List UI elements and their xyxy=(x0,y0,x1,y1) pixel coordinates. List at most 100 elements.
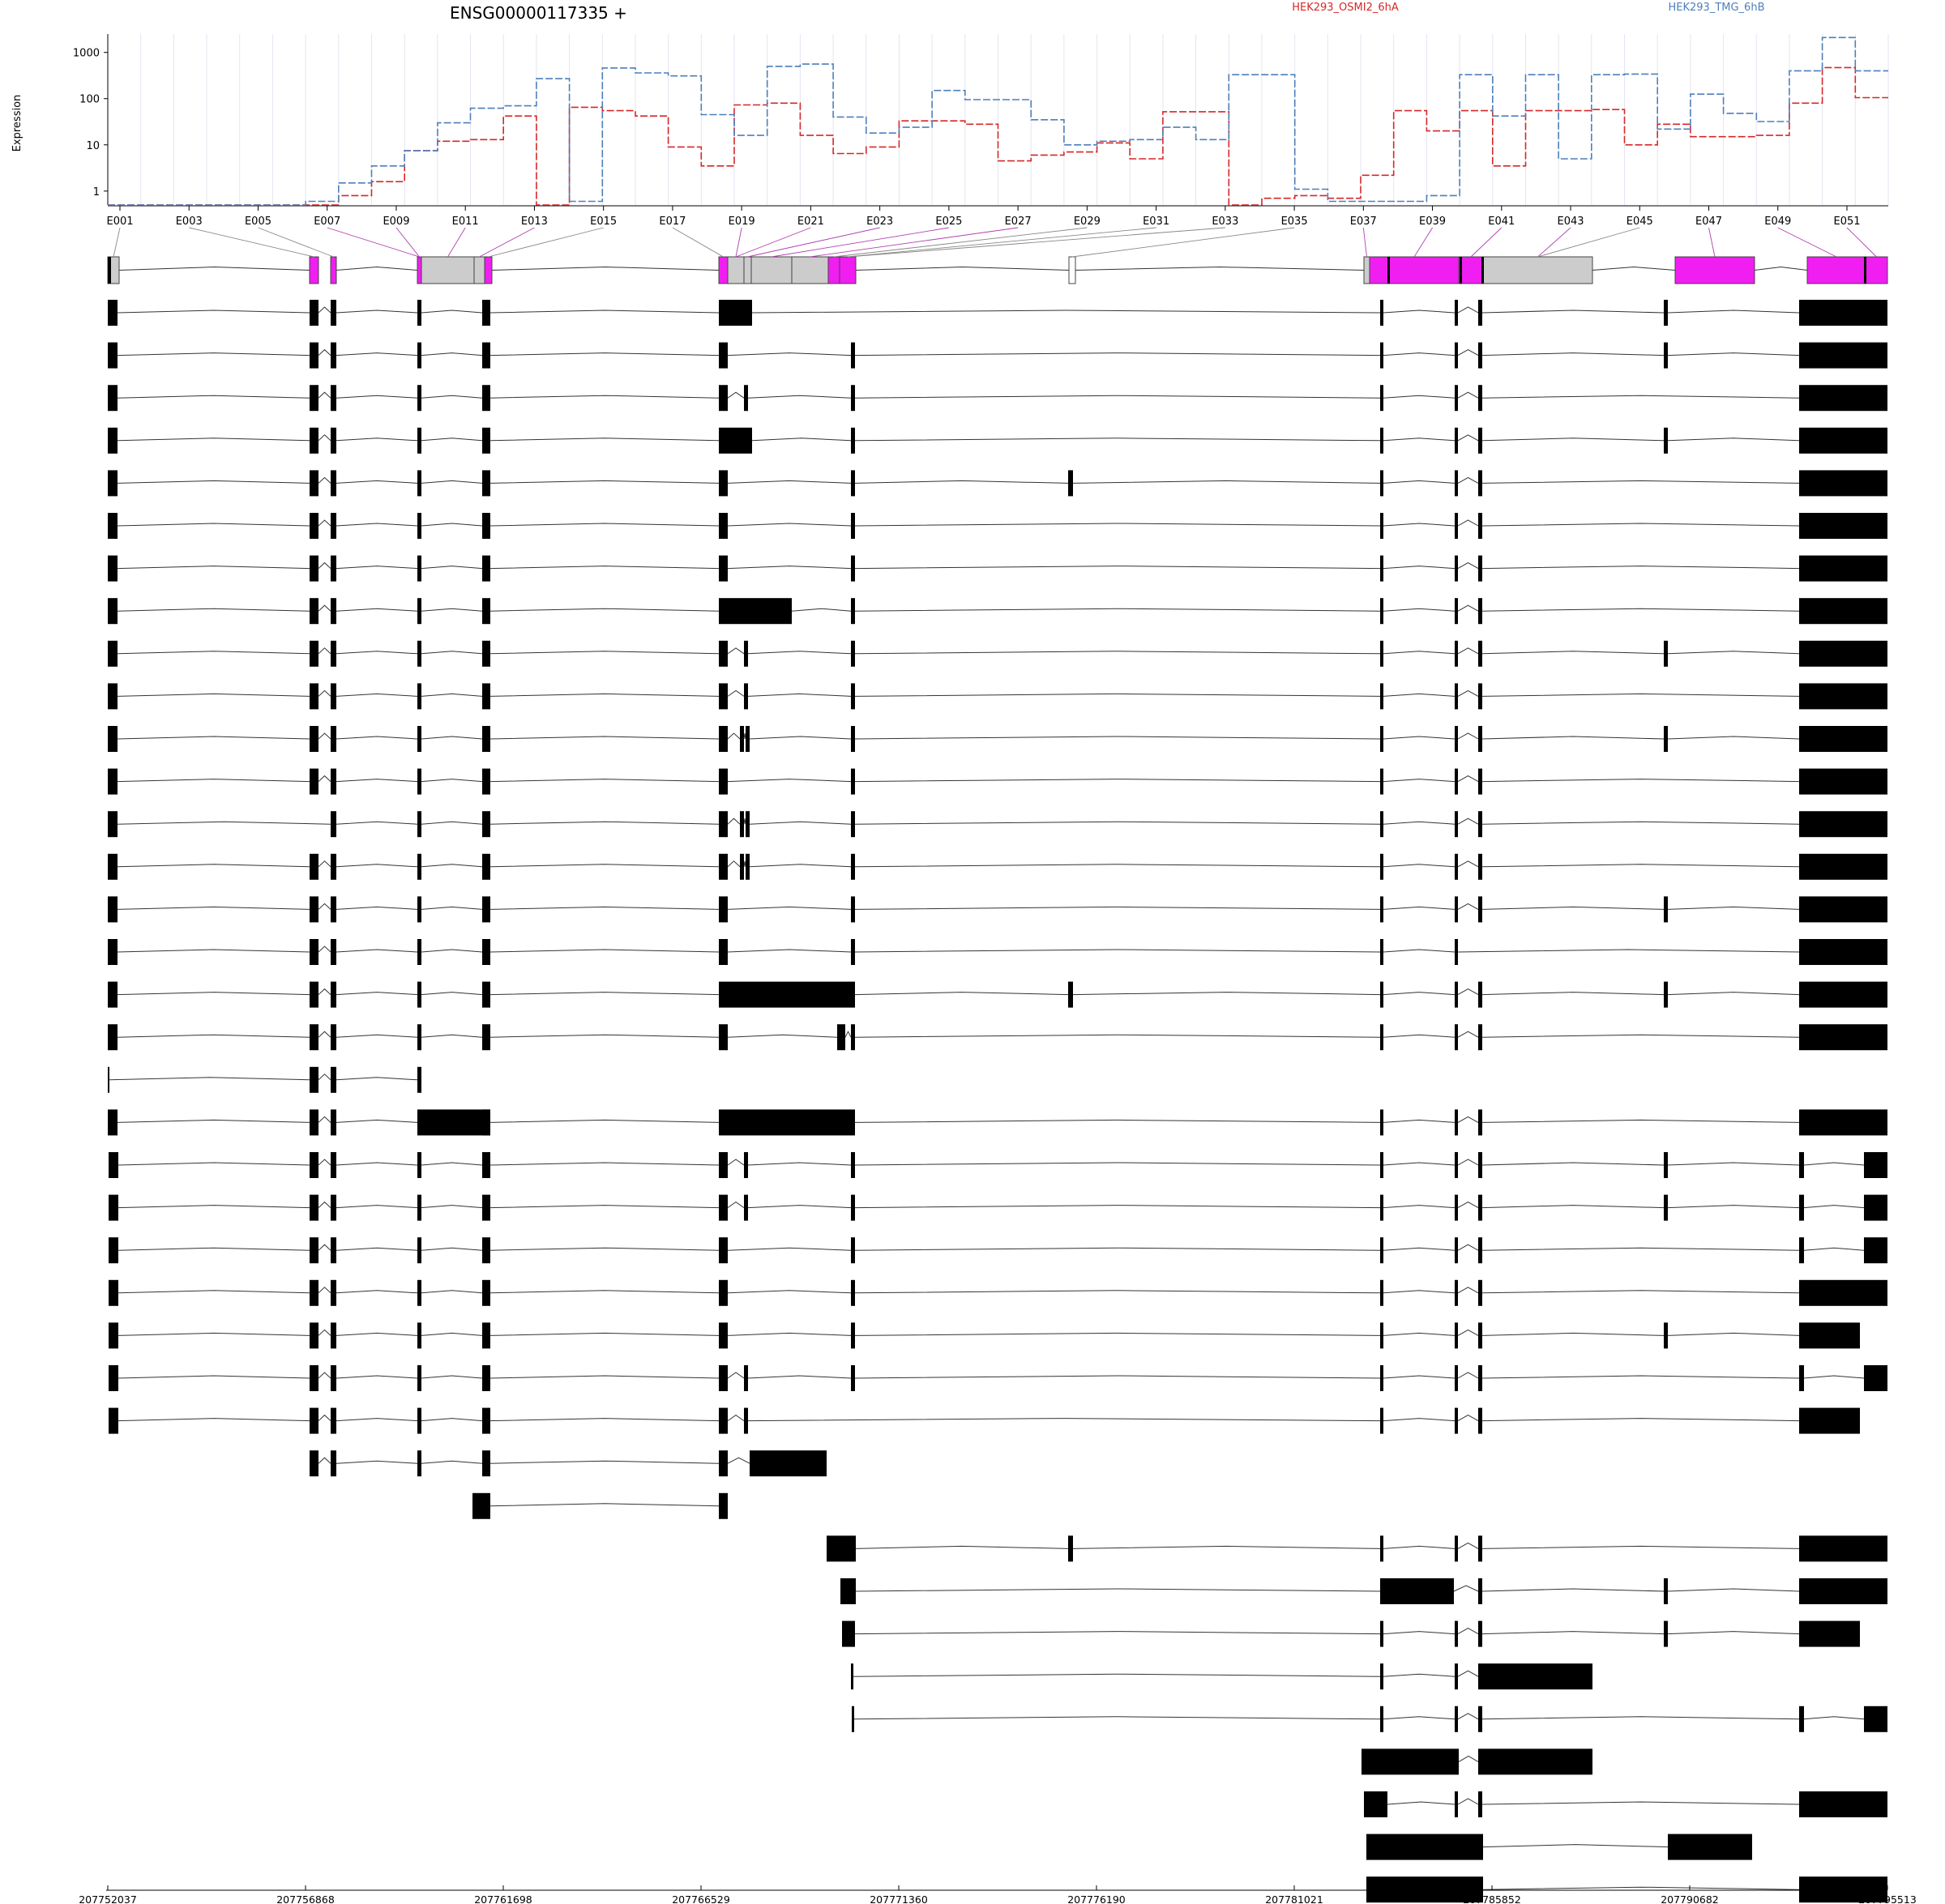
transcript-exon xyxy=(417,1024,421,1051)
transcript-intron xyxy=(489,821,720,825)
transcript-exon xyxy=(108,726,118,752)
transcript-row xyxy=(109,1194,1887,1221)
transcript-exon xyxy=(1478,811,1482,838)
transcript-intron xyxy=(853,1716,1381,1720)
transcript-exon xyxy=(1478,385,1482,412)
transcript-exon xyxy=(331,683,336,710)
transcript-exon xyxy=(417,1450,421,1477)
transcript-exon xyxy=(310,1407,318,1434)
transcript-intron xyxy=(1481,1588,1665,1592)
transcript-intron xyxy=(489,608,720,612)
transcript-exon xyxy=(331,470,336,497)
transcript-intron xyxy=(1457,604,1479,612)
transcript-exon xyxy=(331,1066,336,1093)
transcript-intron xyxy=(1667,1205,1800,1209)
transcript-exon xyxy=(310,726,318,752)
transcript-intron xyxy=(318,1074,331,1081)
transcript-row xyxy=(108,470,1887,497)
y-tick-label: 1000 xyxy=(73,48,100,60)
transcript-exon xyxy=(482,896,490,923)
transcript-exon xyxy=(417,939,421,965)
transcript-intron xyxy=(336,1418,418,1422)
transcript-intron xyxy=(336,779,418,783)
exon-link-line xyxy=(747,227,880,258)
transcript-intron xyxy=(117,310,310,314)
transcript-intron xyxy=(336,1375,418,1379)
exon-tick-label: E027 xyxy=(1005,216,1032,228)
transcript-exon xyxy=(1478,1663,1592,1690)
transcript-exon xyxy=(1478,470,1482,497)
transcript-exon xyxy=(310,853,318,880)
exon-model-bin xyxy=(727,256,745,284)
transcript-exon xyxy=(331,1450,336,1477)
transcript-exon xyxy=(1799,470,1887,497)
transcript-intron xyxy=(1481,992,1665,996)
transcript-exon xyxy=(1380,342,1383,369)
transcript-intron xyxy=(489,1418,720,1422)
transcript-intron xyxy=(727,1414,745,1422)
transcript-exon xyxy=(1799,1194,1804,1221)
transcript-intron xyxy=(1482,1844,1669,1848)
transcript-exon xyxy=(1799,1365,1804,1391)
transcript-intron xyxy=(1383,864,1456,868)
genome-tick-label: 207776190 xyxy=(1067,1893,1126,1904)
transcript-exon xyxy=(1478,1705,1482,1732)
exon-model-mark xyxy=(108,257,111,284)
transcript-intron xyxy=(1667,736,1800,740)
transcript-exon xyxy=(108,811,118,838)
transcript-intron xyxy=(421,651,483,655)
genome-tick-label: 207790682 xyxy=(1661,1893,1719,1904)
transcript-exon xyxy=(851,1322,855,1349)
transcript-row xyxy=(108,683,1887,710)
transcript-exon xyxy=(1799,385,1887,412)
transcript-intron xyxy=(727,949,852,953)
exon-tick-label: E017 xyxy=(659,216,686,228)
transcript-exon xyxy=(310,555,318,582)
transcript-row xyxy=(108,555,1887,582)
transcript-intron xyxy=(1457,1244,1479,1251)
transcript-intron xyxy=(1457,1202,1479,1209)
transcript-row xyxy=(108,1066,421,1093)
transcript-row xyxy=(109,1279,1887,1306)
transcript-exon xyxy=(310,1279,318,1306)
transcript-intron xyxy=(318,1031,331,1038)
transcript-exon xyxy=(108,1024,118,1051)
exon-link-line xyxy=(189,227,314,258)
transcript-intron xyxy=(421,949,483,953)
transcript-exon xyxy=(331,981,336,1008)
transcript-intron xyxy=(854,1631,1381,1635)
transcript-exon xyxy=(1799,1109,1887,1136)
transcript-exon xyxy=(1664,427,1668,454)
transcript-exon xyxy=(482,1407,490,1434)
transcript-exon xyxy=(331,1024,336,1051)
transcript-exon xyxy=(482,598,490,625)
transcript-row xyxy=(1366,1876,1887,1903)
transcript-intron xyxy=(1457,1287,1479,1294)
transcript-intron xyxy=(854,1162,1381,1166)
transcript-exon xyxy=(719,1450,728,1477)
transcript-exon xyxy=(1366,1876,1483,1903)
transcript-exon xyxy=(310,385,318,412)
transcript-exon xyxy=(1455,598,1458,625)
exon-tick-label: E015 xyxy=(590,216,617,228)
transcript-exon xyxy=(719,981,855,1008)
transcript-intron xyxy=(1457,1372,1479,1379)
transcript-intron xyxy=(489,1375,720,1379)
transcript-exon xyxy=(744,1407,748,1434)
transcript-intron xyxy=(727,391,745,399)
transcript-exon xyxy=(310,1024,318,1051)
transcript-intron xyxy=(489,992,720,996)
transcript-exon xyxy=(1455,427,1458,454)
transcript-intron xyxy=(1457,1329,1479,1336)
transcript-intron xyxy=(318,1287,331,1294)
transcript-intron xyxy=(854,1205,1381,1209)
transcript-intron xyxy=(489,523,720,527)
transcript-intron xyxy=(421,523,483,527)
transcript-intron xyxy=(1383,651,1456,655)
transcript-exon xyxy=(1478,1748,1592,1775)
transcript-intron xyxy=(1457,1116,1479,1123)
transcript-exon xyxy=(1478,1535,1482,1562)
transcript-exon xyxy=(1478,1152,1482,1178)
transcript-intron xyxy=(749,736,852,740)
transcript-intron xyxy=(1383,821,1456,825)
